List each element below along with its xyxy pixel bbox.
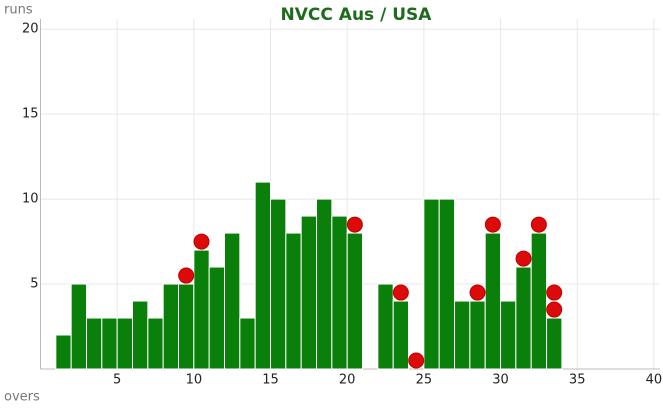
y-tick-label: 5 xyxy=(30,277,38,292)
bar xyxy=(116,317,134,370)
bar xyxy=(239,317,256,370)
bar xyxy=(55,334,72,370)
x-tick-label: 40 xyxy=(646,373,663,388)
bar xyxy=(500,300,517,370)
x-axis-label: overs xyxy=(4,390,40,405)
bar xyxy=(224,232,241,370)
wicket-dot xyxy=(408,352,425,369)
bar xyxy=(254,181,272,370)
y-tick-label: 20 xyxy=(22,22,39,37)
bar xyxy=(469,300,486,370)
bar xyxy=(270,198,287,370)
x-tick-label: 25 xyxy=(416,373,433,388)
bar xyxy=(346,232,364,370)
y-tick-label: 15 xyxy=(22,107,39,122)
wicket-dot xyxy=(346,216,363,233)
bar xyxy=(316,198,333,370)
wicket-dot xyxy=(469,284,486,301)
wicket-dot xyxy=(178,267,195,284)
wicket-dot xyxy=(484,216,501,233)
bar xyxy=(454,300,471,370)
bar xyxy=(162,283,180,370)
wicket-dot xyxy=(530,216,547,233)
y-axis-label: runs xyxy=(4,3,33,18)
x-tick-label: 15 xyxy=(262,373,279,388)
bar xyxy=(530,232,548,370)
x-tick-label: 20 xyxy=(339,373,356,388)
x-tick-label: 5 xyxy=(113,373,121,388)
bar xyxy=(515,266,532,370)
bar xyxy=(70,283,88,370)
bar xyxy=(438,198,456,370)
bar xyxy=(377,283,394,370)
chart-title: NVCC Aus / USA xyxy=(281,5,433,25)
bar xyxy=(300,215,318,370)
bar xyxy=(546,317,563,370)
bar xyxy=(193,249,210,370)
x-tick-label: 10 xyxy=(186,373,203,388)
bar xyxy=(285,232,302,370)
bar xyxy=(178,283,195,370)
bar xyxy=(132,300,149,370)
wicket-dot xyxy=(392,284,409,301)
bar xyxy=(423,198,440,370)
x-tick-label: 30 xyxy=(492,373,509,388)
x-tick-label: 35 xyxy=(569,373,586,388)
wicket-dot xyxy=(546,284,563,301)
bar xyxy=(392,300,410,370)
bar xyxy=(484,232,502,370)
bar xyxy=(208,266,226,370)
wicket-dot xyxy=(546,301,563,318)
wicket-dot xyxy=(515,250,532,267)
bar xyxy=(147,317,164,370)
bar xyxy=(101,317,118,370)
bar xyxy=(86,317,103,370)
wicket-dot xyxy=(193,233,210,250)
bar xyxy=(331,215,348,370)
y-tick-label: 10 xyxy=(22,192,39,207)
